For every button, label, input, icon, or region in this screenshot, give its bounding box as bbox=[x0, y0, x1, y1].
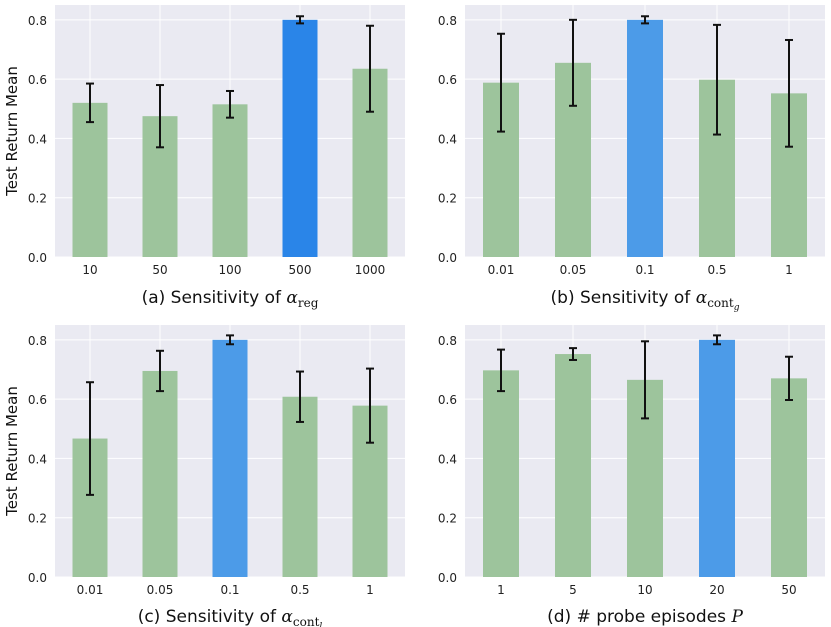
bar-highlighted bbox=[627, 19, 663, 257]
subplot-d: 0.0 0.2 0.4 0.6 0.8 1 5 10 20 50 (d) # probe episo… bbox=[438, 325, 825, 627]
caption-math-symbol: α bbox=[696, 288, 708, 308]
error-bar bbox=[785, 355, 793, 402]
caption-math-symbol: P bbox=[730, 607, 743, 627]
y-tick-label: 0.0 bbox=[28, 251, 47, 265]
y-tick-label: 0.2 bbox=[438, 192, 457, 206]
y-tick-label: 0.8 bbox=[28, 14, 47, 28]
y-axis-label: Test Return Mean bbox=[3, 386, 21, 517]
x-tick-label: 0.05 bbox=[147, 583, 174, 597]
error-bar bbox=[86, 381, 94, 496]
caption-math-subscript: reg bbox=[298, 296, 319, 310]
bar bbox=[142, 370, 178, 577]
x-tick-label: 1 bbox=[497, 583, 505, 597]
error-bar bbox=[641, 340, 649, 420]
y-tick-label: 0.0 bbox=[438, 251, 457, 265]
bar bbox=[212, 104, 248, 257]
caption-text: (c) Sensitivity of bbox=[138, 607, 277, 627]
x-tick-label: 100 bbox=[219, 263, 242, 277]
error-bar bbox=[366, 367, 374, 444]
error-bar bbox=[156, 349, 164, 393]
caption-text: (d) # probe episodes bbox=[547, 607, 726, 627]
y-tick-label: 0.8 bbox=[438, 14, 457, 28]
x-tick-label: 0.5 bbox=[290, 583, 309, 597]
error-bar bbox=[226, 334, 234, 346]
y-tick-label: 0.0 bbox=[438, 571, 457, 585]
x-tick-label: 1000 bbox=[355, 263, 386, 277]
x-tick-label: 0.1 bbox=[220, 583, 239, 597]
bar-highlighted bbox=[282, 19, 318, 257]
caption-math-subscript: cont bbox=[707, 296, 734, 310]
x-tick-label: 0.01 bbox=[77, 583, 104, 597]
error-bar bbox=[296, 15, 304, 25]
y-tick-label: 0.6 bbox=[28, 393, 47, 407]
caption-math-subscript: cont bbox=[293, 615, 320, 627]
error-bar bbox=[86, 82, 94, 124]
x-tick-label: 0.1 bbox=[635, 263, 654, 277]
error-bar bbox=[569, 347, 577, 361]
x-tick-label: 0.5 bbox=[707, 263, 726, 277]
y-tick-label: 0.4 bbox=[28, 132, 47, 146]
error-bar bbox=[785, 38, 793, 148]
error-bar bbox=[713, 23, 721, 136]
y-tick-label: 0.6 bbox=[28, 73, 47, 87]
error-bar bbox=[497, 348, 505, 393]
x-tick-label: 0.05 bbox=[560, 263, 587, 277]
x-tick-label: 1 bbox=[785, 263, 793, 277]
x-tick-label: 10 bbox=[82, 263, 97, 277]
bar-highlighted bbox=[212, 339, 248, 577]
y-tick-label: 0.8 bbox=[28, 334, 47, 348]
error-bar bbox=[569, 18, 577, 107]
x-tick-label: 50 bbox=[152, 263, 167, 277]
x-tick-label: 5 bbox=[569, 583, 577, 597]
bar bbox=[282, 396, 318, 577]
subplot-caption: (d) # probe episodes P bbox=[547, 607, 743, 627]
bar bbox=[483, 370, 519, 577]
y-tick-label: 0.4 bbox=[28, 452, 47, 466]
y-tick-label: 0.0 bbox=[28, 571, 47, 585]
subplot-c: 0.0 0.2 0.4 0.6 0.8 0.01 0.05 0.1 0.5 1 Test Retur… bbox=[3, 325, 405, 627]
bar bbox=[771, 378, 807, 577]
y-tick-label: 0.6 bbox=[438, 73, 457, 87]
x-tick-label: 0.01 bbox=[488, 263, 515, 277]
y-axis-label: Test Return Mean bbox=[3, 66, 21, 197]
subplot-caption: (b) Sensitivity of αcontg bbox=[551, 288, 740, 313]
y-tick-label: 0.4 bbox=[438, 132, 457, 146]
error-bar bbox=[641, 15, 649, 25]
subplot-b: 0.0 0.2 0.4 0.6 0.8 0.01 0.05 0.1 0.5 1 (b) Sensit… bbox=[438, 5, 825, 313]
y-tick-label: 0.2 bbox=[438, 512, 457, 526]
subplot-a: 0.0 0.2 0.4 0.6 0.8 10 50 100 500 1000 Test Return… bbox=[3, 5, 405, 310]
caption-math-subsubscript: l bbox=[319, 622, 322, 627]
error-bar bbox=[156, 84, 164, 149]
caption-text: (a) Sensitivity of bbox=[142, 288, 282, 308]
error-bar bbox=[497, 32, 505, 133]
y-tick-label: 0.2 bbox=[28, 512, 47, 526]
x-tick-label: 10 bbox=[637, 583, 652, 597]
y-tick-label: 0.8 bbox=[438, 334, 457, 348]
x-tick-label: 50 bbox=[781, 583, 796, 597]
caption-math-symbol: α bbox=[281, 607, 293, 627]
subplot-caption: (c) Sensitivity of αcontl bbox=[138, 607, 323, 627]
error-bar bbox=[713, 334, 721, 346]
x-tick-label: 500 bbox=[289, 263, 312, 277]
error-bar bbox=[296, 370, 304, 423]
y-tick-label: 0.6 bbox=[438, 393, 457, 407]
x-tick-label: 1 bbox=[366, 583, 374, 597]
bar-highlighted bbox=[699, 339, 735, 577]
bar bbox=[72, 102, 108, 257]
caption-math-subsubscript: g bbox=[734, 303, 740, 313]
bar bbox=[555, 354, 591, 577]
caption-math-symbol: α bbox=[286, 288, 298, 308]
y-tick-label: 0.2 bbox=[28, 192, 47, 206]
caption-text: (b) Sensitivity of bbox=[551, 288, 692, 308]
y-tick-label: 0.4 bbox=[438, 452, 457, 466]
subplot-caption: (a) Sensitivity of αreg bbox=[142, 288, 319, 310]
x-tick-label: 20 bbox=[709, 583, 724, 597]
error-bar bbox=[366, 24, 374, 113]
error-bar bbox=[226, 89, 234, 119]
